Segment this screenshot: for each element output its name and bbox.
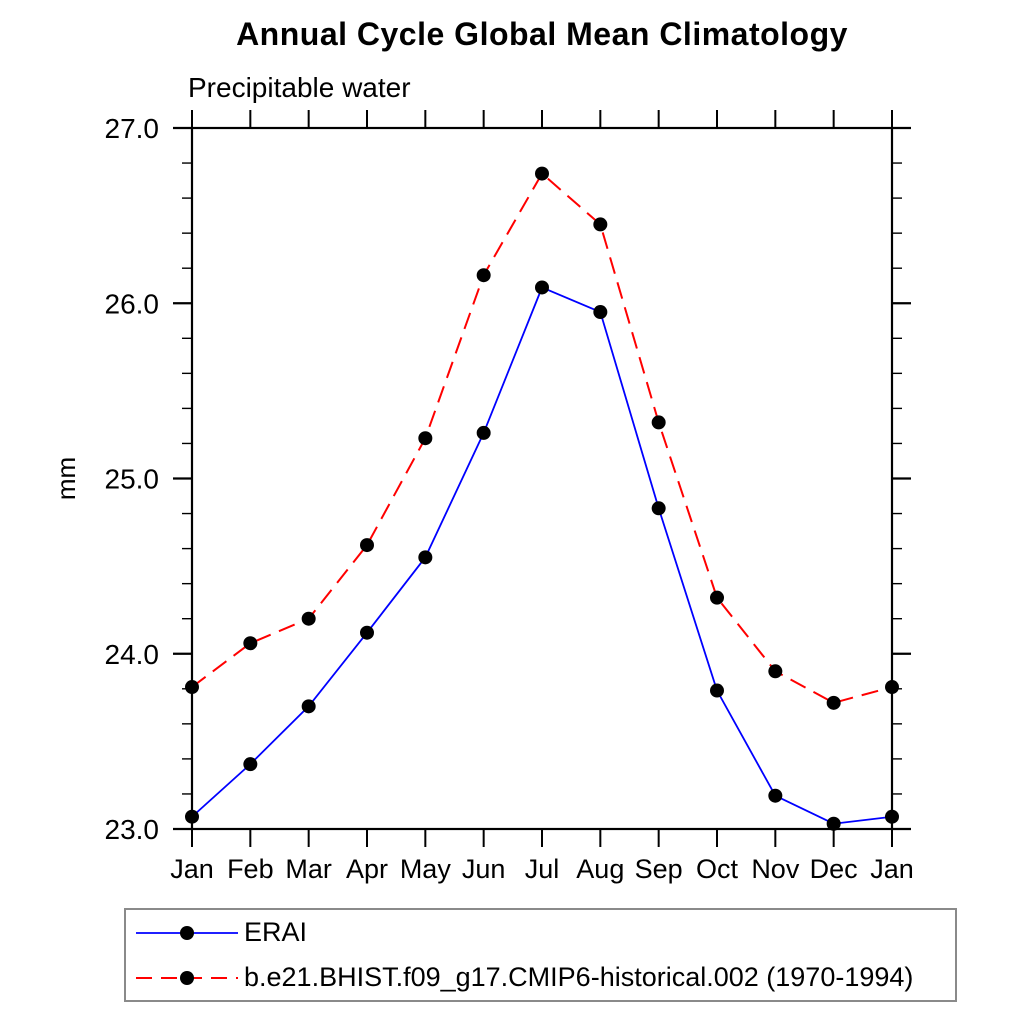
erai-marker <box>768 788 783 803</box>
erai-marker <box>418 550 433 565</box>
x-tick-label: Jan <box>170 854 214 884</box>
model-marker <box>476 268 491 283</box>
model-marker <box>301 611 316 626</box>
x-tick-label: Oct <box>696 854 739 884</box>
x-tick-label: Dec <box>810 854 858 884</box>
y-axis-label: mm <box>51 457 81 500</box>
model-marker <box>885 680 899 695</box>
legend: ERAI b.e21.BHIST.f09_g17.CMIP6-historica… <box>124 908 957 1002</box>
erai-marker <box>535 280 549 295</box>
model-marker <box>710 590 724 605</box>
y-tick-label: 23.0 <box>105 814 160 845</box>
model-line <box>191 172 893 704</box>
legend-label-model: b.e21.BHIST.f09_g17.CMIP6-historical.002… <box>244 962 914 992</box>
x-tick-label: May <box>400 854 452 884</box>
model-marker <box>360 538 374 553</box>
erai-marker <box>301 699 316 714</box>
x-tick-label: Jun <box>462 854 506 884</box>
erai-marker-icon <box>180 925 194 940</box>
model-marker <box>185 680 199 695</box>
legend-label-erai: ERAI <box>244 917 308 947</box>
x-tick-label: Mar <box>285 854 332 884</box>
model-marker <box>535 166 549 181</box>
legend-swatch-model <box>136 970 238 985</box>
y-tick-label: 25.0 <box>105 464 160 495</box>
legend-row-erai: ERAI <box>126 910 955 955</box>
x-tick-label: Sep <box>635 854 683 884</box>
x-tick-label: Nov <box>751 854 800 884</box>
erai-line <box>191 286 893 825</box>
y-tick-label: 26.0 <box>105 288 160 319</box>
erai-marker <box>593 305 608 320</box>
x-tick-label: Aug <box>576 854 624 884</box>
chart-subtitle: Precipitable water <box>188 72 411 103</box>
model-marker <box>651 415 666 430</box>
erai-marker <box>710 683 724 698</box>
chart-title: Annual Cycle Global Mean Climatology <box>236 16 848 52</box>
legend-row-model: b.e21.BHIST.f09_g17.CMIP6-historical.002… <box>126 955 955 1000</box>
erai-marker <box>885 809 899 824</box>
erai-marker <box>243 757 258 772</box>
y-tick-label: 27.0 <box>105 113 160 144</box>
x-tick-label: Apr <box>346 854 388 884</box>
model-marker <box>768 664 783 679</box>
model-marker <box>243 636 258 651</box>
model-marker <box>826 695 841 710</box>
model-marker <box>418 431 433 446</box>
model-marker <box>593 217 608 232</box>
erai-marker <box>476 425 491 440</box>
x-tick-label: Jan <box>870 854 914 884</box>
erai-marker <box>360 625 374 640</box>
y-tick-label: 24.0 <box>105 639 160 670</box>
plot-frame <box>190 126 894 831</box>
x-tick-label: Jul <box>525 854 560 884</box>
erai-marker <box>185 809 199 824</box>
model-marker-icon <box>180 970 194 985</box>
legend-swatch-erai <box>136 925 238 940</box>
x-tick-label: Feb <box>227 854 274 884</box>
erai-marker <box>826 816 841 831</box>
erai-marker <box>651 501 666 516</box>
